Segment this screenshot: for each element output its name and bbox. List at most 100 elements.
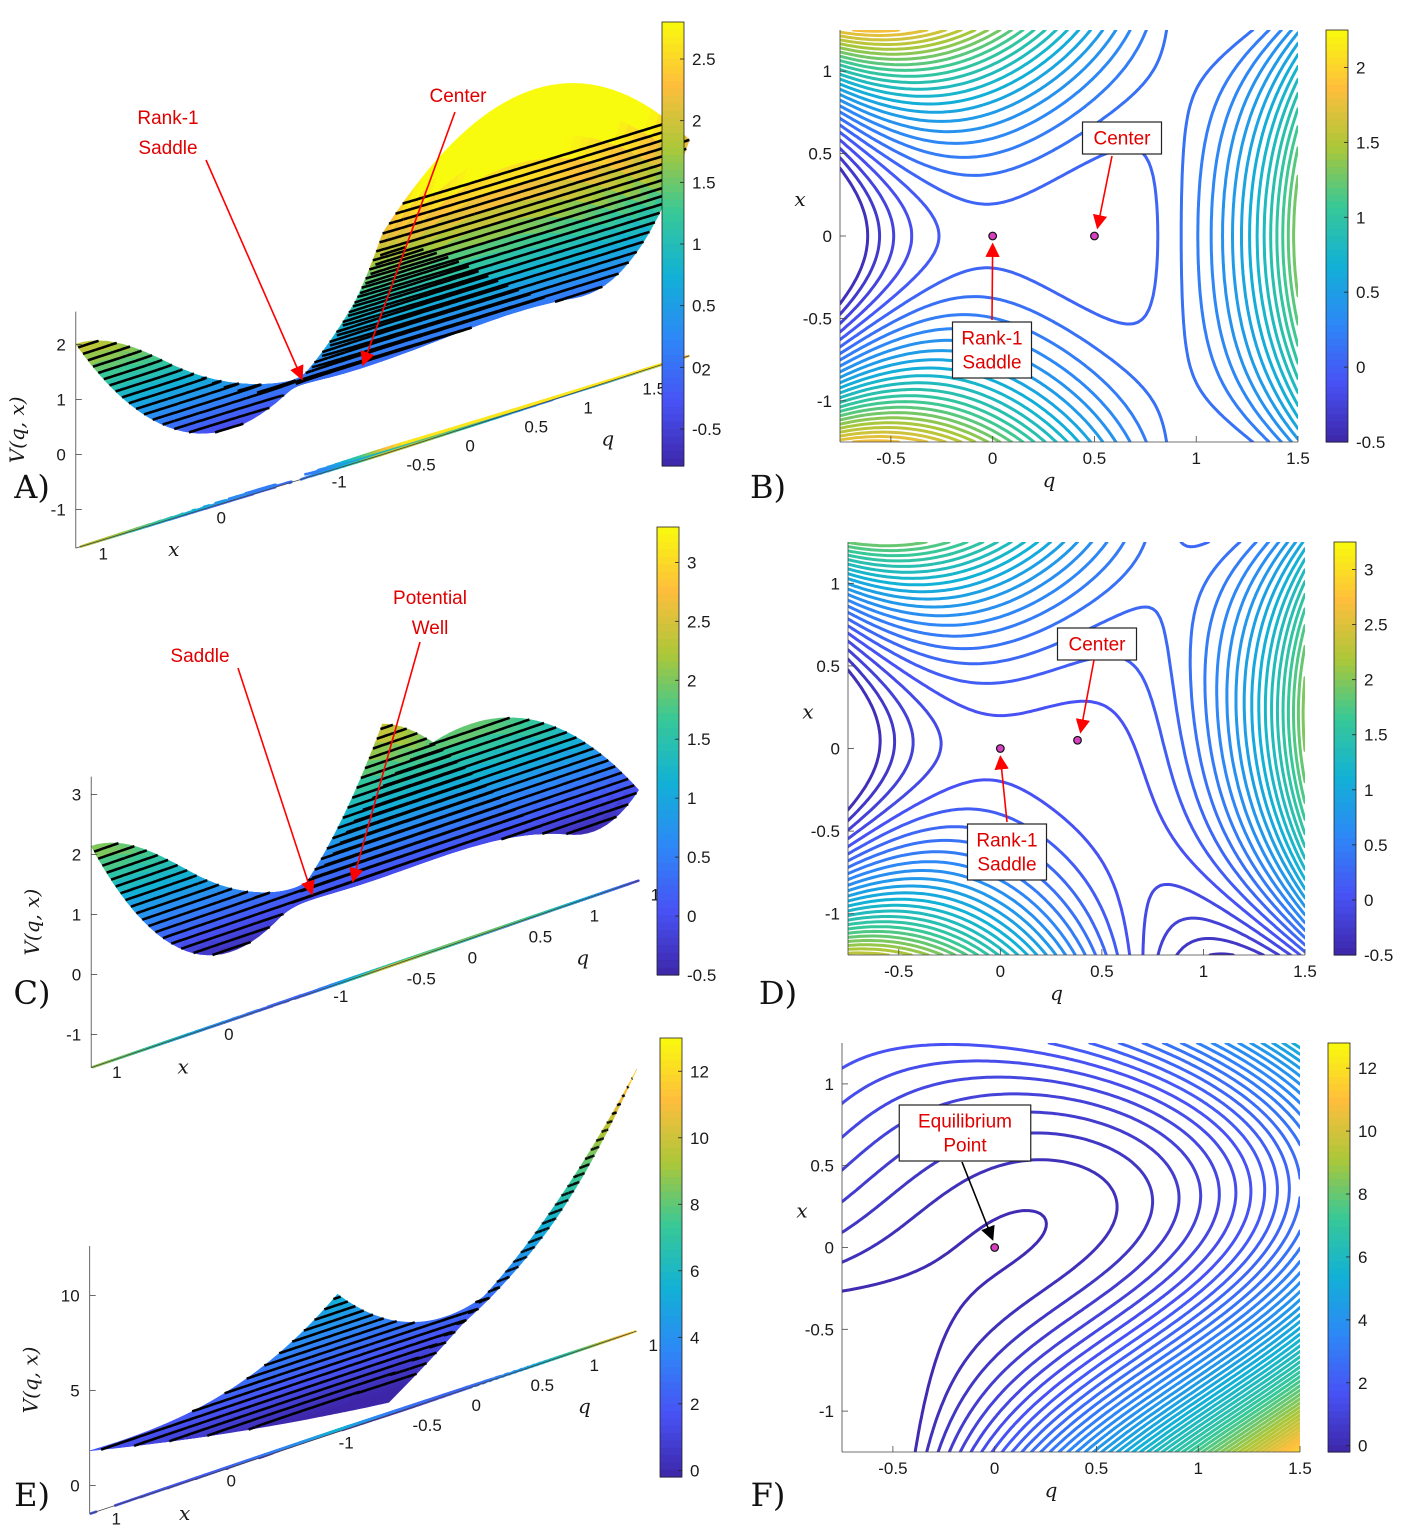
panel-d-colorbar: 32.521.510.50-0.5 <box>1333 541 1393 965</box>
panel-a-colorbar-cell <box>662 443 684 452</box>
panel-f-colorbar-label: 6 <box>1358 1248 1367 1267</box>
panel-d-contour-16 <box>848 542 1305 955</box>
panel-f-contour-41 <box>1249 1417 1300 1452</box>
panel-f-contour-34 <box>1207 1388 1300 1452</box>
panel-f-colorbar-cell <box>1328 1397 1350 1405</box>
panel-b-annotation-text: Rank-1 <box>961 329 1022 350</box>
panel-b-colorbar-cell <box>1326 249 1348 258</box>
panel-a-colorbar-label: 2 <box>692 112 701 131</box>
panel-a-q-tick-label: 2 <box>701 361 710 380</box>
panel-b-colorbar-cell <box>1326 43 1348 52</box>
panel-d-colorbar-cell <box>1334 631 1356 639</box>
panel-d-x-tick-label: 0.5 <box>1090 962 1114 981</box>
panel-c-colorbar-cell <box>657 639 679 648</box>
panel-a-colorbar-label: 1.5 <box>692 173 716 192</box>
panel-d-colorbar-cell <box>1334 906 1356 915</box>
panel-d-colorbar-cell <box>1334 562 1356 571</box>
panel-a-q-tick-label: 0.5 <box>524 418 548 437</box>
panel-b-colorbar-cell <box>1326 126 1348 134</box>
panel-c-q-tick-label: 1 <box>590 907 599 926</box>
panel-d-colorbar-cell <box>1334 665 1356 674</box>
panel-d-colorbar-cell <box>1334 893 1356 901</box>
panel-a-colorbar-cell <box>662 96 684 104</box>
panel-d-marker <box>995 744 1005 753</box>
panel-c-colorbar-cell <box>657 556 679 565</box>
panel-f-colorbar-cell <box>1328 1152 1350 1160</box>
panel-d-contour-10 <box>848 542 1305 955</box>
panel-f-colorbar-label: 8 <box>1358 1185 1367 1204</box>
panel-d-annotation-text: Saddle <box>977 855 1036 876</box>
panel-f-colorbar-cell <box>1328 1117 1350 1126</box>
panel-d-colorbar-cell <box>1334 569 1356 578</box>
panel-a-q-tick-label: 1.5 <box>642 380 666 399</box>
panel-b-colorbar-cell <box>1326 30 1348 38</box>
panel-c-colorbar-cell <box>657 646 679 655</box>
panel-b-colorbar-cell <box>1326 263 1348 271</box>
panel-a-colorbar-cell <box>662 451 684 460</box>
panel-a-colorbar-cell <box>662 303 684 312</box>
panel-d-contour-20 <box>848 542 1305 955</box>
panel-c-colorbar-cell <box>657 848 679 857</box>
panel-c-colorbar-cell <box>657 795 679 804</box>
panel-c-z-tick-label: 0 <box>72 966 81 985</box>
panel-b-contour-10 <box>840 30 1298 442</box>
panel-c-colorbar-cell <box>657 870 679 879</box>
panel-d-y-label: x <box>802 700 813 724</box>
panel-b-contour-0 <box>840 166 870 306</box>
panel-a-colorbar-cell <box>662 318 684 326</box>
panel-f-contour-33 <box>1200 1384 1300 1452</box>
panel-f-contour-1 <box>842 1158 1119 1452</box>
panel-b-contour-3 <box>840 138 914 334</box>
panel-b: -0.5 0 0.5 1 1.510.50-0.5-1qx21.510.50-0.5Ce… <box>750 29 1385 506</box>
panel-f-colorbar-cell <box>1328 1077 1350 1085</box>
panel-a-q-tick-label: 0 <box>465 437 474 456</box>
panel-d-colorbar-cell <box>1334 865 1356 873</box>
panel-f-colorbar-cell <box>1328 1206 1350 1215</box>
panel-b-y-tick-label: 1 <box>823 62 832 81</box>
panel-b-contour-12 <box>840 30 1298 442</box>
panel-f-colorbar-cell <box>1328 1404 1350 1412</box>
panel-a-colorbar-cell <box>662 369 684 378</box>
panel-a-surface-contour-7 <box>143 261 630 416</box>
panel-b-marker <box>988 231 998 241</box>
panel-b-colorbar-cell <box>1326 236 1348 244</box>
panel-a-colorbar-cell <box>662 147 684 156</box>
panel-a-colorbar-cell <box>662 340 684 349</box>
panel-b-colorbar-cell <box>1326 133 1348 141</box>
panel-a-colorbar-cell <box>662 66 684 75</box>
panel-a-colorbar-cell <box>662 266 684 275</box>
panel-a-colorbar-cell <box>662 199 684 208</box>
panel-f-colorbar-cell <box>1328 1111 1350 1119</box>
panel-a-colorbar-cell <box>662 310 684 319</box>
panel-c-colorbar-cell <box>657 683 679 692</box>
panel-f-colorbar-cell <box>1328 1267 1350 1276</box>
panel-a-colorbar-cell <box>662 133 684 141</box>
panel-a-colorbar-cell <box>662 273 684 282</box>
panel-c-colorbar-cell <box>657 952 679 961</box>
panel-a-annotation-arrow <box>360 111 456 367</box>
panel-a-surface-contour-6 <box>152 272 619 421</box>
panel-f-colorbar-cell <box>1328 1438 1350 1446</box>
panel-b-x-tick-label: -0.5 <box>876 449 905 468</box>
panel-b-colorbar-cell <box>1326 91 1348 100</box>
panel-c-colorbar-cell <box>657 534 679 543</box>
panel-b-contour-14 <box>840 30 1298 442</box>
panel-c-colorbar-cell <box>657 661 679 670</box>
panel-f-contour-48 <box>1287 1442 1300 1452</box>
panel-f-colorbar-cell <box>1328 1083 1350 1092</box>
panel-b-contour-20 <box>840 30 990 442</box>
panel-c-colorbar-cell <box>657 721 679 730</box>
panel-f-contour-17 <box>1083 1043 1300 1452</box>
panel-c-colorbar-label: 0 <box>687 907 696 926</box>
panel-d-colorbar-cell <box>1334 817 1356 825</box>
panel-d-colorbar-cell <box>1334 776 1356 784</box>
panel-d-colorbar-cell <box>1334 679 1356 688</box>
panel-c-x-label: x <box>178 1055 189 1079</box>
panel-f-contour-30 <box>1181 1370 1300 1452</box>
panel-f-y-tick-label: -1 <box>819 1402 834 1421</box>
panel-b-annotation-text: Saddle <box>962 353 1021 374</box>
panel-d-contour-12 <box>848 542 1305 955</box>
panel-d-contour-5 <box>848 624 1305 955</box>
panel-a-surface-contour-14 <box>97 192 669 375</box>
panel-d-colorbar-cell <box>1334 789 1356 798</box>
